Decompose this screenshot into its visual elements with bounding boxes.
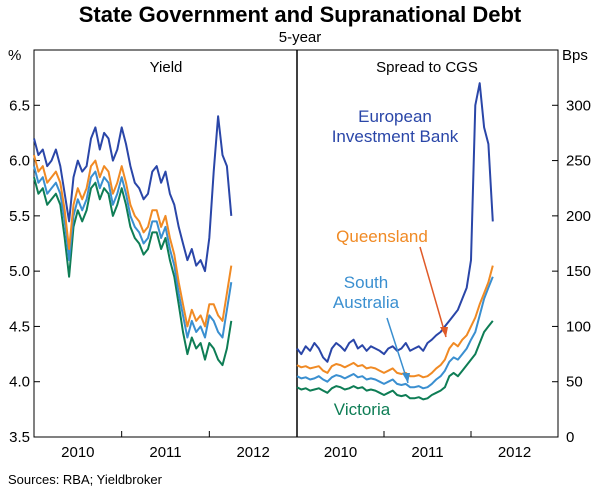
right-ytick-label: 50 bbox=[566, 374, 583, 391]
annotation-queensland: Queensland bbox=[336, 227, 428, 246]
annotation-line: Queensland bbox=[336, 227, 428, 246]
right-ytick-label: 100 bbox=[566, 318, 591, 335]
source-note: Sources: RBA; Yieldbroker bbox=[8, 472, 163, 487]
spread-line-victoria bbox=[296, 320, 494, 401]
annotation-line: European bbox=[358, 107, 432, 126]
left-ytick-label: 5.5 bbox=[9, 208, 30, 225]
left-ytick-label: 4.5 bbox=[9, 318, 30, 335]
xtick-label: 2012 bbox=[236, 444, 269, 461]
xtick-label: 2011 bbox=[149, 444, 181, 461]
arrowhead-south-australia bbox=[402, 373, 410, 383]
left-ytick-label: 6.5 bbox=[9, 97, 30, 114]
right-ytick-label: 200 bbox=[566, 208, 591, 225]
left-ytick-label: 6.0 bbox=[9, 153, 30, 170]
panel-title-spread: Spread to CGS bbox=[376, 59, 478, 76]
yield-line-victoria bbox=[33, 176, 233, 367]
annotation-line: Investment Bank bbox=[332, 127, 459, 146]
xtick-label: 2011 bbox=[411, 444, 443, 461]
annotation-line: Victoria bbox=[334, 400, 391, 419]
xtick-label: 2010 bbox=[61, 444, 94, 461]
left-ytick-label: 3.5 bbox=[9, 429, 30, 446]
plot-border bbox=[33, 49, 559, 438]
right-ytick-label: 150 bbox=[566, 263, 591, 280]
left-axis-unit: % bbox=[8, 47, 21, 64]
yield-line-south_australia bbox=[33, 165, 233, 339]
yield-line-eib bbox=[33, 115, 233, 273]
left-ytick-label: 4.0 bbox=[9, 374, 30, 391]
chart-title: State Government and Supranational Debt bbox=[79, 2, 522, 27]
arrow-south-australia bbox=[386, 317, 409, 384]
spread-line-south_australia bbox=[296, 276, 494, 390]
series-group bbox=[33, 82, 494, 401]
annotation-line: Australia bbox=[333, 293, 400, 312]
right-ytick-label: 250 bbox=[566, 153, 591, 170]
arrow-queensland bbox=[419, 246, 447, 338]
xtick-label: 2012 bbox=[498, 444, 531, 461]
annotations-group: European Investment Bank Queensland South Au… bbox=[332, 107, 459, 419]
annotation-victoria: Victoria bbox=[334, 400, 391, 419]
xtick-label: 2010 bbox=[324, 444, 357, 461]
plot-frame bbox=[33, 49, 559, 438]
left-ytick-label: 5.0 bbox=[9, 263, 30, 280]
arrowhead-queensland bbox=[440, 327, 448, 337]
right-axis-unit: Bps bbox=[562, 47, 588, 64]
right-ytick-label: 0 bbox=[566, 429, 574, 446]
spread-line-eib bbox=[296, 82, 494, 363]
panel-title-yield: Yield bbox=[150, 59, 183, 76]
yield-line-queensland bbox=[33, 154, 233, 328]
annotation-south_australia: South Australia bbox=[333, 273, 400, 312]
right-ytick-label: 300 bbox=[566, 97, 591, 114]
spread-line-queensland bbox=[296, 265, 494, 379]
axis-ticks: 3.5 4.0 4.5 5.0 5.5 6.0 6.5 0 50 100 150 200 250 300 2… bbox=[9, 97, 591, 461]
annotation-line: South bbox=[344, 273, 388, 292]
chart-subtitle: 5-year bbox=[279, 29, 322, 46]
annotation-eib: European Investment Bank bbox=[332, 107, 459, 146]
